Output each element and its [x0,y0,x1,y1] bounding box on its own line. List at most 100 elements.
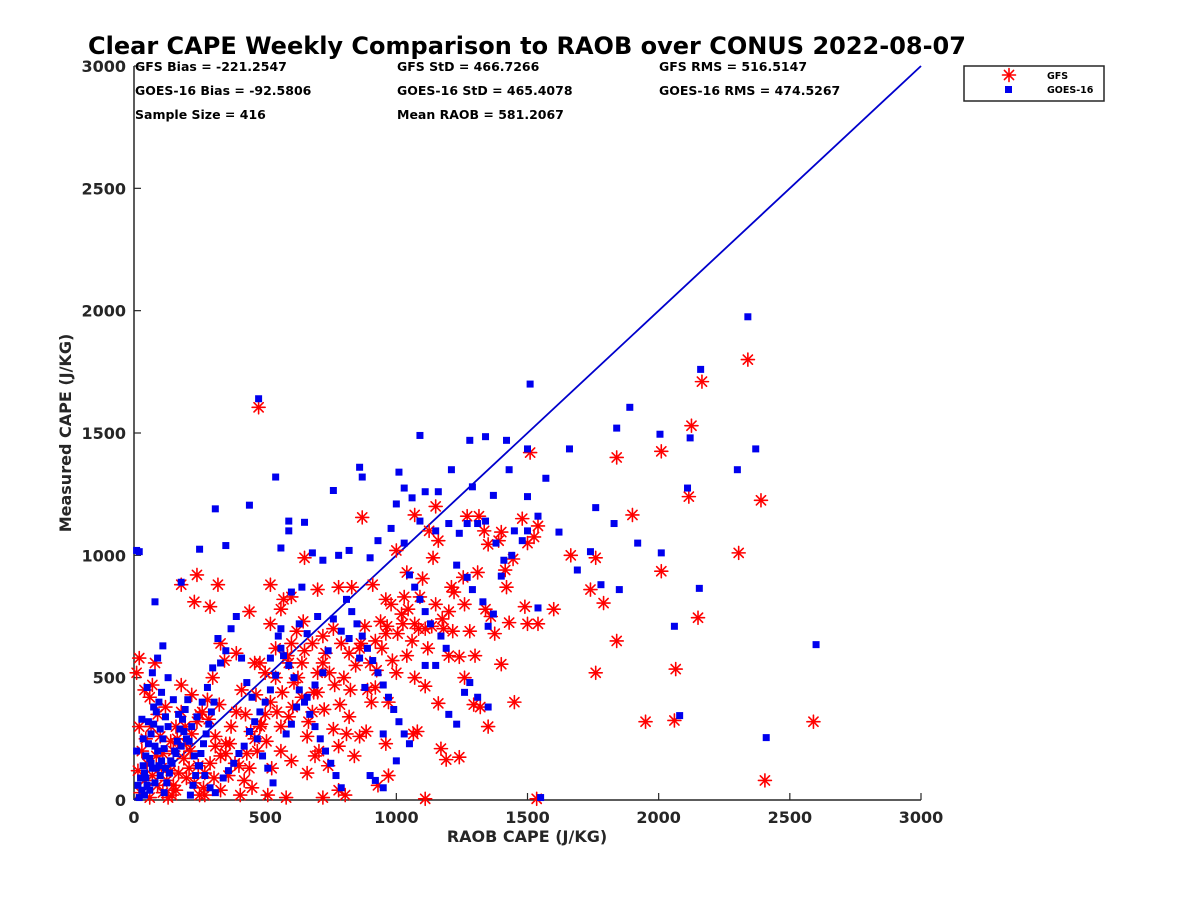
goes-16-point [238,654,246,662]
gfs-point [352,729,367,744]
goes-16-point [266,654,274,662]
goes-16-point [202,730,210,738]
goes-16-point [165,769,173,777]
goes-16-point [356,654,364,662]
gfs-point [158,699,173,715]
goes-16-point [222,542,230,550]
gfs-point [400,601,416,617]
gfs-point [244,780,260,796]
goes-16-point [453,720,461,728]
y-tick-label: 2500 [81,179,126,198]
goes-16-point [269,779,277,787]
gfs-point [281,709,297,725]
goes-16-point [298,583,306,591]
gfs-point [451,649,467,665]
legend-gfs-label: GFS [1047,71,1068,82]
goes-16-point [143,781,151,789]
gfs-point [433,741,449,756]
x-tick-label: 1000 [374,808,419,827]
gfs-point [668,661,684,677]
goes-16-point [285,517,293,525]
gfs-point [609,633,624,649]
goes-16-point [329,486,337,494]
gfs-point [480,719,496,734]
goes-16-point [155,698,163,706]
goes-16-point [219,774,227,782]
gfs-point [273,743,289,759]
gfs-point [390,626,405,641]
goes-16-point [186,791,194,799]
stat-goes-rms: GOES-16 RMS = 474.5267 [659,83,840,98]
goes-16-point [526,380,534,388]
gfs-point [425,550,441,566]
gfs-point [497,562,513,578]
goes-16-point [264,764,272,772]
y-tick-label: 3000 [81,57,126,76]
goes-16-point [379,730,387,738]
goes-16-point [534,604,542,612]
goes-16-point [447,466,455,474]
goes-16-point [139,735,147,743]
goes-16-point [453,561,461,569]
goes-16-point [138,786,146,794]
goes-16-point [287,588,295,596]
y-tick-label: 500 [93,669,126,688]
goes-16-point [442,644,450,652]
goes-16-point [196,545,204,553]
goes-16-point [272,671,280,679]
goes-16-point [151,779,159,787]
goes-16-point [657,549,665,557]
goes-16-point [416,595,424,603]
y-tick-label: 0 [115,791,126,810]
gfs-point [331,738,346,754]
goes-16-point [484,622,492,630]
y-tick-label: 1500 [81,424,126,443]
goes-16-point [192,772,200,780]
legend: GFS GOES-16 [963,65,1105,102]
goes-16-point [463,573,471,581]
gfs-point [208,729,223,744]
goes-16-point [171,747,179,755]
goes-16-point [293,703,301,711]
gfs-point [638,714,653,730]
goes-16-point [235,750,243,758]
goes-16-point [151,598,159,606]
goes-16-point [285,661,293,669]
goes-16-point [209,664,217,672]
goes-16-point [253,735,261,743]
goes-16-point [160,789,168,797]
goes-16-point [392,500,400,508]
goes-16-point [379,784,387,792]
goes-16-point [405,571,413,579]
gfs-point [395,616,411,632]
gfs-point [253,716,269,732]
goes-16-point [207,708,215,716]
goes-16-point [154,747,162,755]
y-axis-label: Measured CAPE (J/KG) [56,334,75,533]
goes-16-point [232,613,240,620]
goes-16-point [505,466,513,474]
gfs-point [131,650,147,666]
series-goes-16 [133,313,820,802]
gfs-point [493,524,509,540]
goes-16-point [156,772,164,780]
goes-16-point [411,583,419,591]
gfs-point [653,444,669,459]
goes-16-point [261,698,269,706]
goes-16-point [353,620,361,628]
goes-16-point [387,524,395,532]
gfs-point [332,697,348,712]
gfs-point [299,765,315,781]
gfs-point [284,636,299,651]
goes-16-point [337,784,345,792]
gfs-point [757,773,773,788]
gfs-point [242,760,257,776]
goes-16-point [615,586,623,594]
gfs-point [694,374,710,389]
gfs-point [341,709,357,725]
gfs-point [259,733,274,749]
goes-16-point [626,403,634,411]
goes-16-point [245,501,253,509]
gfs-point [357,618,373,634]
gfs-point [310,582,325,597]
